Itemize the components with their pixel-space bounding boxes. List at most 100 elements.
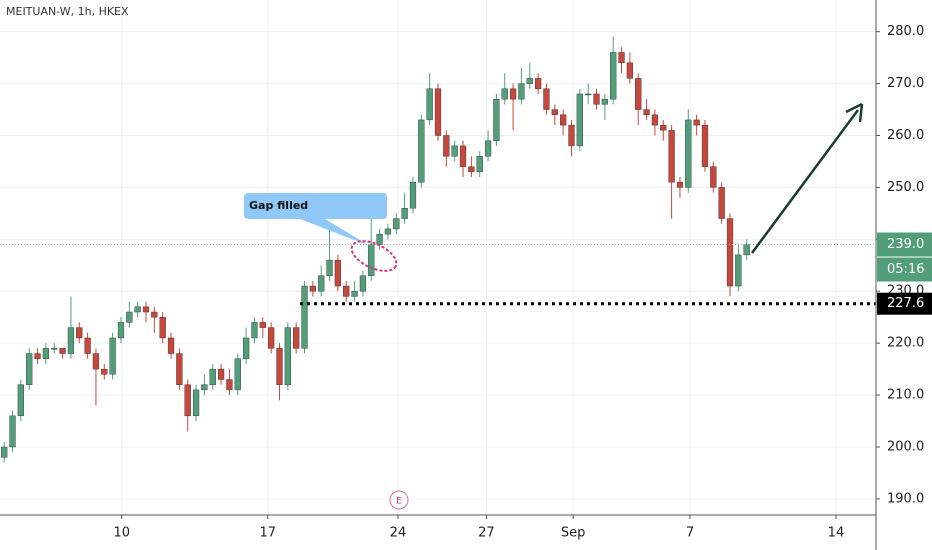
y-tick-label: 270.0 bbox=[887, 76, 924, 91]
candle-body bbox=[635, 78, 642, 110]
candle-body bbox=[117, 322, 125, 339]
last-price-badge bbox=[877, 232, 932, 257]
candle-body bbox=[1, 446, 8, 458]
candle-body bbox=[76, 327, 83, 339]
candle-body bbox=[509, 88, 517, 100]
candle-body bbox=[192, 389, 200, 417]
candle-body bbox=[201, 384, 208, 391]
candle-body bbox=[217, 368, 225, 380]
candle-body bbox=[451, 145, 458, 157]
candle-body bbox=[685, 119, 692, 188]
candle-body bbox=[184, 384, 191, 417]
candle-body bbox=[651, 114, 659, 126]
level-badge bbox=[877, 292, 932, 315]
candle-body bbox=[701, 124, 709, 167]
candle-body bbox=[67, 327, 75, 354]
last-price-label: 239.0 bbox=[887, 237, 924, 252]
candle-body bbox=[176, 353, 183, 385]
y-tick-label: 250.0 bbox=[887, 180, 924, 195]
candle-body bbox=[560, 114, 567, 126]
candle-body bbox=[51, 348, 58, 350]
candle-body bbox=[593, 93, 600, 105]
candle-body bbox=[643, 109, 650, 115]
candle-body bbox=[693, 119, 700, 126]
candle-body bbox=[618, 52, 625, 64]
candle-body bbox=[309, 285, 316, 292]
candle-body bbox=[334, 259, 342, 287]
x-tick-label: 27 bbox=[478, 526, 495, 541]
candle-body bbox=[159, 317, 166, 339]
candle-body bbox=[26, 353, 33, 385]
candle-body bbox=[459, 145, 467, 167]
x-tick-label: 10 bbox=[114, 526, 131, 541]
candle-body bbox=[251, 322, 258, 339]
candle-body bbox=[109, 337, 116, 375]
candle-body bbox=[368, 244, 375, 276]
candle-body bbox=[301, 285, 308, 349]
countdown-badge bbox=[877, 257, 932, 282]
x-tick-label: 14 bbox=[828, 526, 845, 541]
event-marker-label: E bbox=[396, 497, 402, 507]
overlay bbox=[0, 244, 876, 306]
candle-body bbox=[551, 109, 558, 115]
candle-body bbox=[42, 348, 50, 359]
candle-body bbox=[676, 182, 684, 188]
candle-body bbox=[668, 130, 675, 183]
callout-text: Gap filled bbox=[249, 199, 308, 212]
candle-body bbox=[92, 353, 100, 370]
candle-body bbox=[426, 88, 433, 121]
candle-body bbox=[576, 93, 583, 147]
candle-body bbox=[518, 83, 525, 100]
y-tick-label: 210.0 bbox=[887, 388, 924, 403]
candle-body bbox=[526, 78, 533, 84]
chart-title: MEITUAN-W, 1h, HKEX bbox=[6, 5, 129, 18]
candle-body bbox=[710, 166, 717, 188]
candle-body bbox=[234, 358, 241, 391]
candle-body bbox=[17, 384, 24, 417]
y-tick-label: 260.0 bbox=[887, 128, 924, 143]
candle-body bbox=[393, 218, 400, 230]
x-tick-label: 24 bbox=[390, 526, 407, 541]
y-tick-label: 190.0 bbox=[887, 491, 924, 506]
candle-body bbox=[259, 322, 266, 328]
y-tick-label: 220.0 bbox=[887, 336, 924, 351]
candle-body bbox=[434, 88, 442, 136]
candle-body bbox=[101, 368, 108, 375]
candle-body bbox=[401, 207, 408, 219]
candle-body bbox=[242, 337, 250, 359]
candle-body bbox=[293, 327, 300, 349]
candle-body bbox=[151, 311, 158, 318]
candle-body bbox=[326, 259, 333, 276]
candle-body bbox=[718, 187, 725, 219]
gap-ellipse bbox=[350, 240, 398, 272]
x-tick-label: 17 bbox=[260, 526, 277, 541]
candle-body bbox=[276, 348, 283, 385]
candle-body bbox=[476, 156, 483, 173]
candle-body bbox=[660, 124, 667, 131]
candle-body bbox=[226, 379, 233, 391]
candle-body bbox=[126, 311, 133, 323]
x-tick-label: 7 bbox=[686, 526, 694, 541]
candle-body bbox=[568, 124, 575, 147]
y-tick-label: 280.0 bbox=[887, 24, 924, 39]
level-label: 227.6 bbox=[887, 296, 924, 311]
candle-body bbox=[585, 93, 592, 96]
arrow-line bbox=[750, 109, 860, 254]
candle-body bbox=[134, 306, 141, 313]
candle-body bbox=[284, 327, 291, 385]
candle-body bbox=[443, 135, 450, 157]
candle-body bbox=[142, 306, 150, 313]
candle-body bbox=[610, 52, 617, 100]
callout bbox=[244, 193, 387, 246]
candle-body bbox=[9, 415, 16, 448]
arrow-head bbox=[845, 102, 864, 123]
candle-body bbox=[743, 244, 750, 256]
candle-body bbox=[468, 166, 475, 173]
candle-body bbox=[543, 88, 550, 110]
countdown-label: 05:16 bbox=[887, 262, 924, 277]
candle-body bbox=[534, 78, 542, 89]
event-marker bbox=[389, 490, 409, 510]
y-tick-label: 200.0 bbox=[887, 439, 924, 454]
candle-body bbox=[167, 337, 175, 354]
